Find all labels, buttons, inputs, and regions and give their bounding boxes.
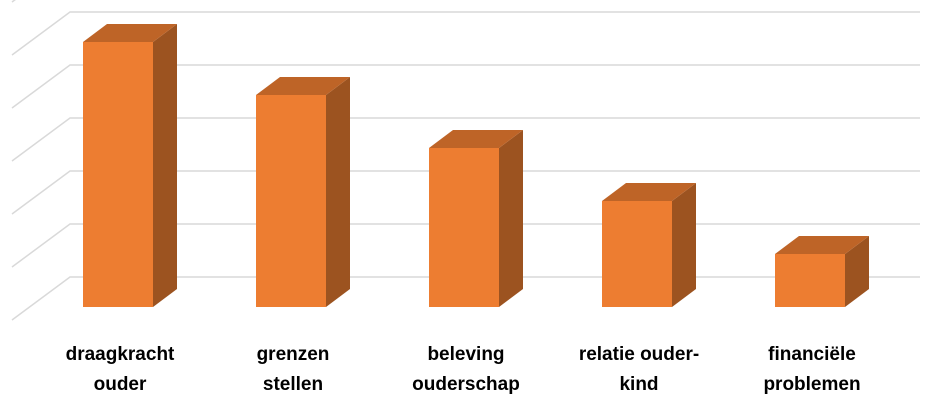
bar-side [845, 236, 869, 307]
bar [429, 130, 523, 307]
x-tick-label: beleving ouderschap [412, 344, 520, 395]
grid-line [11, 0, 16, 3]
bar [602, 183, 696, 307]
bar-side [153, 24, 177, 307]
bar [256, 77, 350, 307]
bar-top [775, 236, 869, 254]
x-tick-label: grenzen stellen [256, 344, 330, 395]
bar-front [602, 201, 672, 307]
bar-top [256, 77, 350, 95]
bar [83, 24, 177, 307]
bar-front [775, 254, 845, 307]
bar-front [256, 95, 326, 307]
x-tick-label: financiële problemen [763, 344, 861, 395]
bar-top [83, 24, 177, 42]
bar-front [83, 42, 153, 307]
bar-front [429, 148, 499, 307]
grid-line [11, 170, 920, 215]
bar-top [602, 183, 696, 201]
grid-line [11, 117, 920, 162]
bar [775, 236, 869, 307]
bar-side [499, 130, 523, 307]
grid-line [11, 11, 920, 56]
x-tick-label: relatie ouder- kind [578, 344, 700, 395]
bar-side [672, 183, 696, 307]
bar-side [326, 77, 350, 307]
bar-top [429, 130, 523, 148]
grid-line [11, 64, 920, 109]
x-tick-label: draagkracht ouder [65, 344, 175, 395]
